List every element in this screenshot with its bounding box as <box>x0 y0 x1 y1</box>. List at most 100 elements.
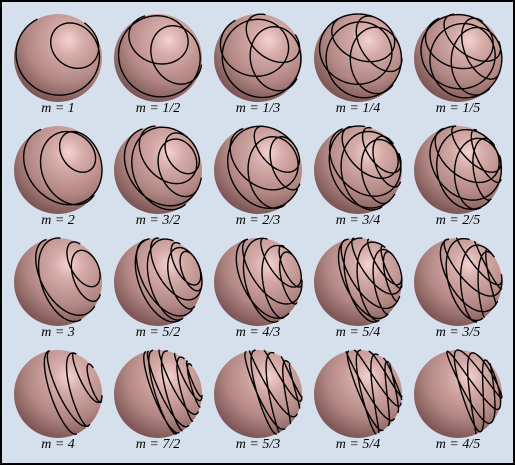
panel-label: m = 1/5 <box>435 101 481 116</box>
sphere-curve <box>439 237 503 323</box>
sphere-body <box>14 14 102 102</box>
sphere-panel-18: m = 5/3 <box>208 344 308 456</box>
sphere-body <box>314 350 402 438</box>
sphere-svg <box>314 349 403 438</box>
sphere-curve <box>22 128 103 206</box>
panel-label: m = 5/2 <box>135 325 181 340</box>
sphere-svg <box>214 125 302 214</box>
sphere-panel-19: m = 5/4 <box>308 344 408 456</box>
sphere-curve-figure <box>12 124 104 216</box>
sphere-curve-figure <box>112 12 204 104</box>
sphere-body <box>114 126 202 214</box>
sphere-body <box>14 126 102 214</box>
sphere-svg <box>114 349 203 438</box>
sphere-curve <box>235 237 303 323</box>
sphere-svg <box>214 13 302 102</box>
sphere-curve <box>345 349 403 435</box>
sphere-svg <box>414 349 503 438</box>
sphere-svg <box>214 237 303 326</box>
panel-label: m = 1 <box>41 101 75 116</box>
sphere-curve <box>219 13 302 99</box>
sphere-panel-16: m = 4 <box>8 344 108 456</box>
panel-label: m = 5/4 <box>335 325 381 340</box>
sphere-curve <box>446 349 503 435</box>
sphere-panel-12: m = 5/2 <box>108 232 208 344</box>
panel-label: m = 2 <box>41 213 75 228</box>
sphere-curve <box>318 13 403 99</box>
sphere-svg <box>114 14 203 102</box>
panel-label: m = 5/4 <box>335 437 381 452</box>
sphere-curve-figure <box>112 348 204 440</box>
sphere-curve <box>43 350 103 435</box>
panel-label: m = 2/3 <box>235 213 281 228</box>
panel-label: m = 1/4 <box>335 101 381 116</box>
panel-label: m = 4/3 <box>235 325 281 340</box>
sphere-curve <box>429 125 503 210</box>
sphere-panel-1: m = 1 <box>8 8 108 120</box>
sphere-body <box>314 14 402 102</box>
sphere-curve <box>244 349 303 435</box>
sphere-panel-4: m = 1/4 <box>308 8 408 120</box>
sphere-grid: m = 1 m = 1/2 m = 1/3 m = 1/4 m = 1/5 m … <box>8 8 508 458</box>
panel-label: m = 3 <box>41 325 75 340</box>
sphere-svg <box>314 237 403 326</box>
panel-label: m = 2/5 <box>435 213 481 228</box>
sphere-curve <box>35 237 101 323</box>
sphere-curve-figure <box>12 236 104 328</box>
sphere-panel-20: m = 4/5 <box>408 344 508 456</box>
sphere-panel-17: m = 7/2 <box>108 344 208 456</box>
panel-label: m = 4/5 <box>435 437 481 452</box>
sphere-panel-6: m = 2 <box>8 120 108 232</box>
sphere-curve-figure <box>312 124 404 216</box>
sphere-svg <box>14 237 102 326</box>
sphere-curve-figure <box>312 348 404 440</box>
sphere-svg <box>14 126 103 214</box>
sphere-svg <box>114 237 203 326</box>
sphere-panel-3: m = 1/3 <box>208 8 308 120</box>
sphere-svg <box>214 349 303 438</box>
sphere-svg <box>14 14 102 102</box>
sphere-panel-2: m = 1/2 <box>108 8 208 120</box>
panel-label: m = 4 <box>41 437 75 452</box>
sphere-svg <box>314 125 402 214</box>
sphere-curve-figure <box>112 124 204 216</box>
sphere-panel-7: m = 3/2 <box>108 120 208 232</box>
sphere-curve <box>337 237 403 323</box>
panel-label: m = 1/3 <box>235 101 281 116</box>
sphere-svg <box>414 237 503 326</box>
panel-label: m = 3/5 <box>435 325 481 340</box>
sphere-curve <box>117 15 203 98</box>
sphere-curve-figure <box>312 12 404 104</box>
sphere-curve <box>15 18 101 96</box>
panel-label: m = 3/4 <box>335 213 381 228</box>
sphere-svg <box>414 125 503 214</box>
sphere-panel-9: m = 3/4 <box>308 120 408 232</box>
sphere-curve <box>420 13 503 99</box>
sphere-curve <box>227 125 301 209</box>
sphere-svg <box>14 350 103 438</box>
sphere-panel-8: m = 2/3 <box>208 120 308 232</box>
sphere-panel-10: m = 2/5 <box>408 120 508 232</box>
sphere-curve-figure <box>212 12 304 104</box>
sphere-curve-figure <box>212 124 304 216</box>
sphere-panel-14: m = 5/4 <box>308 232 408 344</box>
sphere-body <box>214 14 302 102</box>
panel-label: m = 3/2 <box>135 213 181 228</box>
sphere-curve-figure <box>212 348 304 440</box>
sphere-curve-figure <box>412 12 504 104</box>
sphere-curve-figure <box>12 12 104 104</box>
sphere-curve <box>134 237 203 323</box>
sphere-body <box>114 14 202 102</box>
sphere-panel-5: m = 1/5 <box>408 8 508 120</box>
sphere-body <box>314 126 402 214</box>
sphere-curve-figure <box>312 236 404 328</box>
sphere-curve <box>123 125 203 211</box>
sphere-curve-figure <box>212 236 304 328</box>
sphere-body <box>214 126 302 214</box>
sphere-svg <box>414 13 503 102</box>
sphere-curve-figure <box>412 124 504 216</box>
sphere-curve-figure <box>112 236 204 328</box>
sphere-svg <box>314 13 403 102</box>
sphere-curve <box>143 349 203 435</box>
sphere-curve <box>328 125 402 211</box>
